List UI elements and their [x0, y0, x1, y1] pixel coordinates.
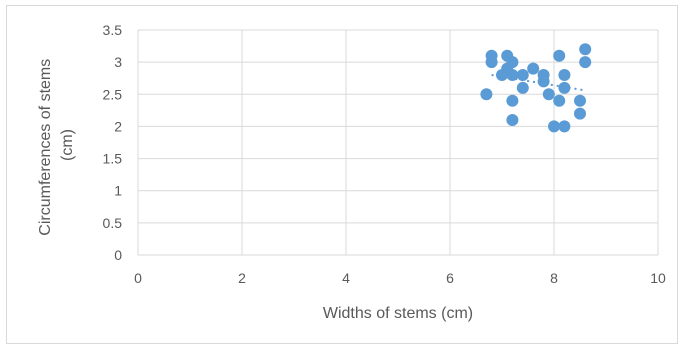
data-point — [485, 56, 498, 69]
y-axis-title: Circumferences of stems (cm) — [37, 54, 76, 235]
data-point — [579, 56, 592, 69]
y-tick-label: 3.5 — [103, 22, 123, 38]
y-tick-label: 2.5 — [103, 86, 123, 102]
data-point — [527, 62, 540, 75]
y-axis-title-line-1: Circumferences of stems — [37, 59, 54, 236]
data-point — [558, 69, 571, 81]
y-tick-label: 1.5 — [103, 151, 123, 167]
data-point — [542, 88, 555, 101]
y-tick-label: 1 — [114, 183, 122, 199]
data-point — [579, 43, 592, 56]
data-point — [537, 75, 550, 88]
x-tick-label: 0 — [134, 270, 142, 286]
chart-frame — [6, 5, 678, 344]
y-tick-label: 3 — [114, 54, 122, 70]
data-points — [480, 43, 592, 133]
x-tick-label: 6 — [446, 270, 454, 286]
y-tick-labels: 0 0.5 1 1.5 2 2.5 3 3.5 — [103, 22, 123, 263]
data-point — [574, 107, 586, 120]
data-point — [558, 81, 571, 94]
data-point — [548, 120, 560, 133]
data-point — [506, 94, 519, 107]
y-tick-label: 0 — [114, 247, 122, 263]
data-point — [506, 114, 519, 126]
data-point — [516, 69, 529, 81]
data-point — [506, 56, 519, 69]
data-point — [553, 49, 566, 62]
x-tick-labels: 0 2 4 6 8 10 — [134, 270, 666, 286]
x-tick-label: 10 — [650, 270, 666, 286]
data-point — [506, 69, 519, 81]
y-axis-title-line-2: (cm) — [59, 129, 76, 161]
data-point — [480, 88, 493, 101]
data-point — [574, 94, 586, 107]
x-tick-label: 8 — [550, 270, 558, 286]
x-tick-label: 2 — [238, 270, 246, 286]
data-point — [553, 94, 566, 107]
data-point — [558, 120, 571, 133]
y-tick-label: 2 — [114, 118, 122, 134]
x-tick-label: 4 — [342, 270, 350, 286]
data-point — [516, 81, 529, 94]
gridlines — [137, 29, 659, 256]
y-tick-label: 0.5 — [103, 215, 123, 231]
x-axis-title: Widths of stems (cm) — [323, 305, 473, 322]
